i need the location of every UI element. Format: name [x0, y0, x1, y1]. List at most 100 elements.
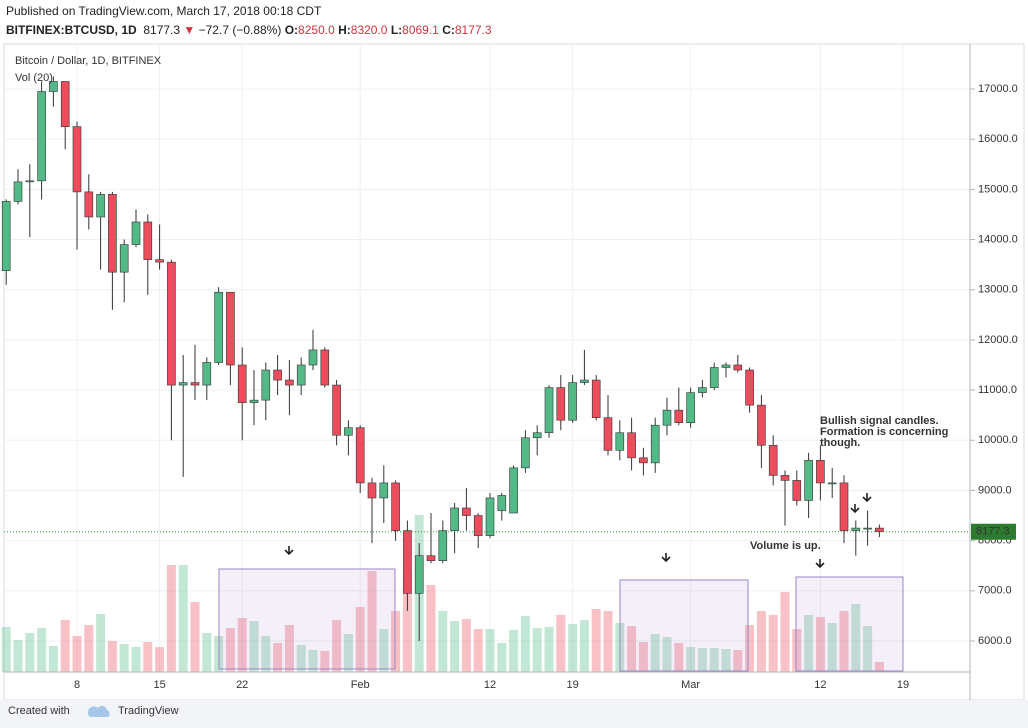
volume-bar [591, 609, 601, 672]
chart-title: Bitcoin / Dollar, 1D, BITFINEX [15, 55, 162, 67]
volume-bar [426, 585, 436, 672]
volume-bar [225, 628, 235, 672]
volume-bar [1, 627, 11, 672]
y-tick-label: 13000.0 [978, 284, 1018, 296]
candle-body [509, 467, 518, 514]
y-tick-label: 14000.0 [978, 233, 1018, 245]
volume-bar [627, 626, 637, 672]
volume-bar [603, 611, 613, 672]
candle-body [190, 382, 200, 386]
c: 8177.3 [454, 23, 492, 37]
highlight-box [795, 576, 904, 672]
volume-bar [544, 627, 554, 672]
candle-body [556, 387, 566, 421]
candle-body [615, 432, 625, 451]
candle-body [450, 507, 459, 531]
volume-bar [438, 611, 448, 672]
candle-body [13, 181, 23, 202]
candle-body [745, 369, 754, 406]
candle-body [84, 191, 94, 218]
l-label: L: [390, 23, 403, 37]
y-tick-label: 9000.0 [978, 484, 1012, 496]
candle-body [320, 349, 330, 386]
candle-body [72, 126, 82, 193]
volume-bar [839, 611, 849, 672]
volume-bar [509, 630, 519, 672]
volume-bar [579, 620, 589, 672]
arrows [284, 493, 872, 569]
x-tick-label: Feb [351, 679, 370, 691]
arrow: ▼ [183, 23, 196, 37]
candle-body [426, 555, 436, 562]
candle-body [414, 555, 424, 594]
x-tick-label: 12 [814, 679, 826, 691]
h: 8320.0 [350, 23, 388, 37]
volume-bar [37, 628, 47, 672]
quote-line: BITFINEX:BTCUSD, 1D 8177.3 ▼ −72.7 (−0.8… [6, 21, 492, 40]
candle-body [827, 482, 837, 485]
volume-bar [131, 647, 141, 672]
annotation: Volume is up. [750, 540, 821, 552]
volume-bar [874, 662, 884, 672]
y-tick-label: 6000.0 [978, 635, 1012, 647]
candle-body [355, 427, 365, 484]
volume-label: Vol (20) [15, 72, 53, 84]
volume-bar [96, 614, 106, 672]
volume-bar [25, 633, 35, 672]
volume-bar [745, 625, 755, 672]
volume-bar [284, 625, 294, 672]
y-tick-label: 16000.0 [978, 133, 1018, 145]
candle-body [497, 495, 507, 511]
candle-body [804, 460, 813, 501]
volume-bar [461, 619, 471, 672]
last-price-label: 8177.3 [976, 526, 1010, 538]
candle-body [96, 194, 105, 218]
published: Published on TradingView.com, March 17, … [6, 4, 322, 18]
candle-body [438, 530, 448, 562]
candle-body [485, 497, 495, 536]
y-tick-label: 7000.0 [978, 585, 1012, 597]
candle-body [580, 379, 589, 383]
volume-bar [638, 642, 648, 672]
candle-body [768, 444, 778, 476]
x-tick-label: Mar [681, 679, 700, 691]
candle-body [226, 291, 235, 366]
volume-bar [367, 571, 377, 672]
x-tick-label: 19 [566, 679, 578, 691]
x-tick-label: 22 [236, 679, 248, 691]
candle-body [178, 382, 188, 386]
highlight-box [218, 568, 396, 670]
volume-bar [863, 626, 873, 672]
volume-bar [143, 642, 153, 672]
footer-bar [0, 700, 1028, 728]
volume-bar [815, 617, 825, 672]
candle-body [379, 482, 389, 499]
volume-bar [190, 602, 200, 672]
candle-body [839, 482, 849, 531]
volume-bar [709, 648, 719, 672]
volume-bar [473, 629, 483, 672]
volume-bar [308, 650, 318, 672]
last-price-tag [971, 523, 1016, 540]
candle-body [521, 437, 530, 469]
volume-bar [497, 643, 507, 672]
candle-body [143, 221, 153, 260]
volume-bar [391, 611, 401, 672]
highlight-box [619, 579, 749, 672]
volume-bar [792, 629, 802, 672]
footer-brand[interactable]: TradingView [118, 705, 179, 717]
volume-bar [320, 651, 330, 672]
y-tick-label: 12000.0 [978, 334, 1018, 346]
candle-body [391, 482, 400, 531]
volume-bar [273, 643, 283, 672]
candle-body [733, 364, 743, 371]
candle-body [875, 527, 884, 533]
volume-bar [520, 616, 530, 672]
volume-bar [780, 592, 790, 672]
o: 8250.0 [298, 23, 335, 37]
volume-bar [650, 634, 660, 672]
volume-bar [568, 624, 578, 672]
candle-body [591, 379, 601, 418]
y-tick-label: 17000.0 [978, 83, 1018, 95]
